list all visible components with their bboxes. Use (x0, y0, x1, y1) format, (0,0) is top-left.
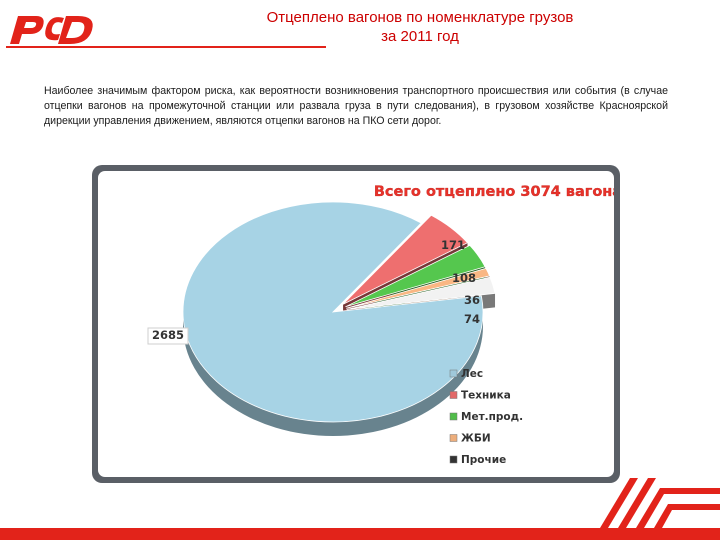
legend-swatch-2 (449, 412, 458, 421)
header-rule (6, 46, 326, 48)
page-title: Отцеплено вагонов по номенклатуре грузов… (200, 8, 640, 46)
body-paragraph: Наиболее значимым фактором риска, как ве… (44, 85, 668, 128)
pie-slice-0 (182, 201, 484, 423)
pie-slice-2 (345, 244, 486, 308)
pie-slice-4 (346, 276, 496, 310)
pie-label-box (147, 327, 189, 345)
pie-slice-1 (342, 214, 469, 305)
pie-value-label-1: 171 (441, 238, 465, 252)
legend-swatch-4 (449, 455, 458, 464)
legend-swatch-3 (449, 434, 458, 442)
legend-label-2: Мет.прод. (461, 411, 523, 423)
rzd-logo (10, 16, 93, 44)
legend-label-0: Лес (461, 368, 483, 380)
legend-label-1: Техника (461, 390, 511, 402)
chart-title: Всего отцеплено 3074 вагона (374, 184, 614, 200)
footer-stripes (600, 478, 720, 528)
pie-value-label-0: 2685 (152, 328, 184, 342)
legend-swatch-0 (449, 369, 458, 378)
pie-slice-3 (346, 267, 491, 309)
legend-label-4: Прочие (461, 454, 506, 466)
chart-panel: Всего отцеплено 3074 вагона 2685 171 108 36… (92, 165, 620, 483)
legend-swatch-1 (449, 391, 458, 399)
pie-value-label-3: 36 (464, 293, 480, 307)
legend-label-3: ЖБИ (461, 433, 491, 445)
chart-inner: Всего отцеплено 3074 вагона 2685 171 108 36… (98, 171, 614, 477)
footer-band (0, 528, 720, 540)
title-line-1: Отцеплено вагонов по номенклатуре грузов (266, 9, 574, 26)
pie-value-label-4: 74 (464, 312, 480, 326)
pie-chart: Всего отцеплено 3074 вагона 2685 171 108 36… (147, 184, 614, 466)
title-line-2: за 2011 год (381, 28, 459, 45)
pie-value-label-2: 108 (452, 271, 476, 285)
